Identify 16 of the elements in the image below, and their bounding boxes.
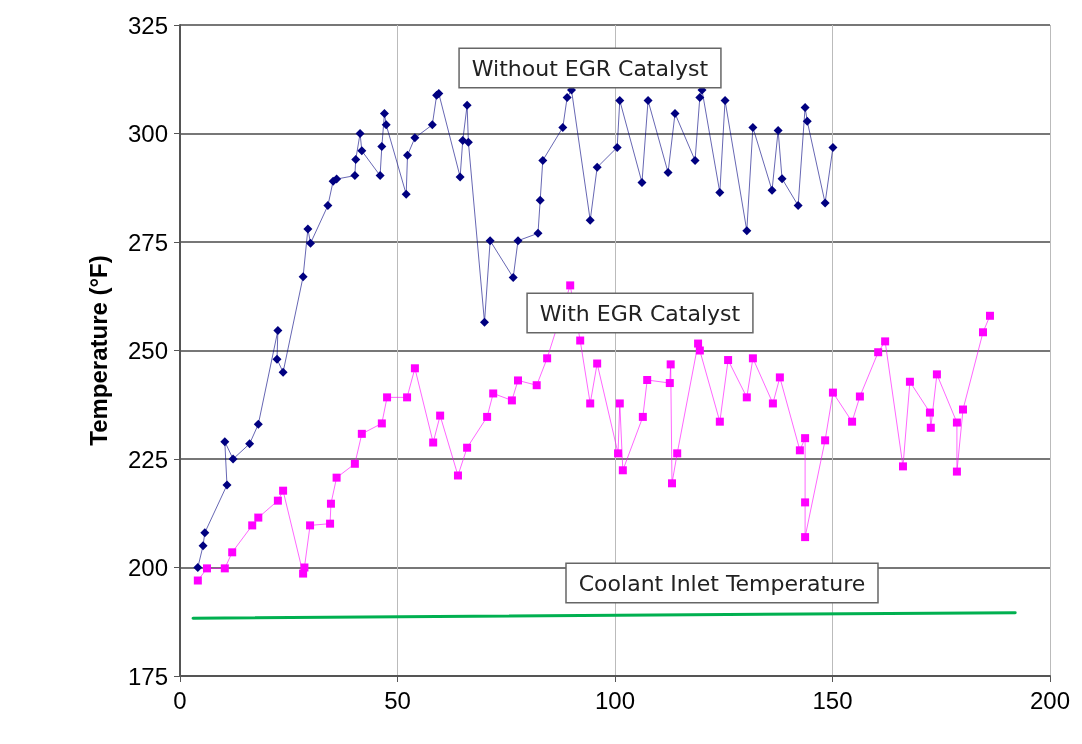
y-tick-label: 300 — [127, 120, 168, 147]
y-tick-label: 325 — [127, 11, 168, 39]
x-tick-label: 50 — [384, 686, 411, 714]
y-tick-label: 225 — [127, 445, 168, 473]
x-tick-label: 150 — [812, 686, 853, 714]
series-label: Without EGR Catalyst — [471, 55, 709, 81]
y-tick-label: 275 — [127, 228, 168, 256]
series-label: Coolant Inlet Temperature — [578, 570, 866, 596]
x-tick-label: 200 — [1029, 686, 1071, 714]
y-tick-label: 175 — [127, 662, 168, 690]
x-tick-label: 100 — [594, 686, 636, 714]
y-tick-label: 200 — [127, 554, 168, 581]
y-tick-label: 250 — [127, 337, 168, 364]
y-axis-title: Temperature (°F) — [84, 255, 112, 446]
x-tick-label: 0 — [173, 686, 187, 714]
series-label: With EGR Catalyst — [539, 300, 741, 326]
